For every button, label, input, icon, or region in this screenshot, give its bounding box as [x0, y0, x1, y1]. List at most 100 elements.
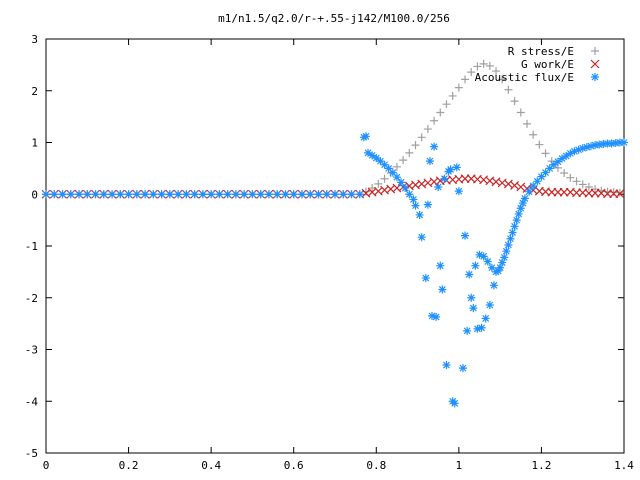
data-point	[314, 190, 323, 199]
series-2	[42, 132, 628, 408]
data-point	[460, 174, 470, 184]
data-point	[611, 139, 620, 148]
data-point	[609, 189, 619, 199]
data-point	[149, 190, 158, 199]
data-point	[83, 190, 92, 199]
data-point	[440, 174, 449, 183]
data-point	[520, 194, 529, 203]
data-point	[423, 125, 432, 134]
data-point	[306, 190, 315, 199]
data-point	[503, 179, 513, 189]
data-point	[547, 187, 557, 197]
x-tick-label: 0.6	[284, 459, 304, 472]
y-tick-label: -4	[25, 395, 39, 408]
data-point	[182, 190, 191, 199]
data-point	[525, 187, 534, 196]
x-axis: 0 0.2 0.4 0.6 0.8 1 1.2 1.4	[43, 39, 634, 472]
y-tick-label: 0	[31, 188, 38, 201]
data-point	[485, 300, 494, 309]
data-point	[479, 59, 488, 68]
data-point	[463, 326, 472, 335]
data-point	[452, 163, 461, 172]
x-tick-label: 0	[43, 459, 50, 472]
data-point	[500, 253, 509, 262]
data-point	[471, 261, 480, 270]
data-point	[467, 68, 476, 77]
data-point	[322, 190, 331, 199]
data-point	[479, 252, 488, 261]
data-point	[607, 139, 616, 148]
data-point	[190, 190, 199, 199]
legend-label: R stress/E	[508, 45, 574, 58]
data-point	[553, 157, 562, 166]
data-point	[454, 187, 463, 196]
data-point	[477, 323, 486, 332]
x-tick-label: 0.2	[119, 459, 139, 472]
data-point	[374, 179, 383, 188]
data-point	[467, 293, 476, 302]
data-point	[108, 190, 117, 199]
data-point	[461, 75, 470, 84]
data-point	[124, 190, 133, 199]
data-point	[359, 133, 368, 142]
data-point	[425, 157, 434, 166]
data-point	[417, 233, 426, 242]
x-tick-label: 1.4	[614, 459, 634, 472]
data-point	[165, 190, 174, 199]
data-point	[223, 190, 232, 199]
data-point	[578, 180, 587, 189]
data-point	[510, 181, 520, 190]
data-point	[207, 190, 216, 199]
data-point	[529, 130, 538, 139]
data-point	[368, 151, 377, 160]
legend-marker	[591, 47, 599, 55]
data-point	[364, 148, 373, 157]
data-point	[411, 141, 420, 150]
data-point	[430, 116, 439, 125]
data-point	[392, 173, 401, 182]
data-point	[436, 108, 445, 117]
data-point	[494, 266, 503, 275]
data-point	[397, 178, 406, 187]
data-point	[483, 257, 492, 266]
data-point	[388, 168, 397, 177]
data-point	[380, 174, 389, 183]
data-point	[380, 160, 389, 169]
data-point	[331, 190, 339, 199]
data-point	[157, 190, 166, 199]
data-point	[264, 190, 273, 199]
y-tick-label: 1	[31, 137, 38, 150]
data-point	[405, 190, 414, 199]
data-point	[132, 190, 141, 199]
data-point	[545, 164, 554, 173]
data-point	[620, 138, 628, 147]
data-point	[549, 160, 558, 169]
y-tick-label: -2	[25, 292, 38, 305]
data-point	[436, 261, 445, 270]
data-point	[516, 182, 526, 192]
plot-frame	[45, 38, 625, 454]
data-point	[339, 190, 348, 199]
data-point	[562, 151, 571, 160]
data-point	[572, 177, 581, 186]
data-point	[448, 91, 457, 100]
data-point	[586, 142, 595, 151]
data-point	[401, 184, 410, 193]
data-point	[615, 189, 625, 199]
data-point	[430, 142, 439, 151]
x-tick-label: 0.4	[201, 459, 221, 472]
data-point	[516, 108, 525, 117]
data-point	[522, 119, 531, 128]
data-point	[591, 141, 600, 150]
y-axis: 3 2 1 0 -1 -2 -3 -4 -5	[25, 33, 624, 460]
data-point	[553, 187, 563, 197]
y-tick-label: 3	[31, 33, 38, 46]
data-point	[535, 140, 544, 149]
data-point	[376, 157, 385, 166]
data-point	[529, 181, 538, 190]
data-point	[256, 190, 265, 199]
data-point	[506, 234, 515, 243]
data-point	[481, 314, 490, 323]
data-point	[566, 173, 575, 182]
